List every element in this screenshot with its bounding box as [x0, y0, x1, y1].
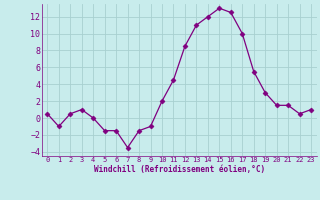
- X-axis label: Windchill (Refroidissement éolien,°C): Windchill (Refroidissement éolien,°C): [94, 165, 265, 174]
